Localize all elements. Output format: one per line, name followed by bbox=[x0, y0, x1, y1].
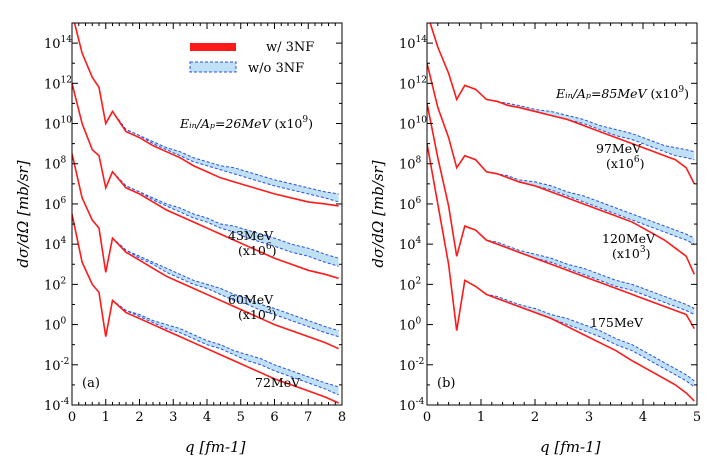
x-axis-label: q [fm-1] bbox=[540, 438, 601, 456]
band-lower-line-0 bbox=[74, 23, 339, 203]
band-without-3nf-2 bbox=[427, 103, 695, 315]
curve-with-3nf-1 bbox=[427, 63, 696, 275]
curve-label-0: Eᵢₙ/Aₚ=85MeV (x109) bbox=[555, 85, 689, 101]
panel-a: 0 1 2 3 4 5 6 7 8 10-4 10-2 100 102 104 106 108 1010 1012… bbox=[14, 22, 346, 456]
curve-with-3nf-0 bbox=[73, 23, 339, 207]
y-tick-label: 10-2 bbox=[399, 357, 424, 374]
y-tick-label: 10-4 bbox=[399, 397, 425, 414]
x-tick-label: 5 bbox=[237, 410, 245, 425]
y-tick-label: 1012 bbox=[399, 75, 427, 92]
x-tick-label: 0 bbox=[68, 410, 76, 425]
curve-label-1: 97MeV bbox=[596, 141, 642, 156]
legend-label-without-3nf: w/o 3NF bbox=[248, 61, 304, 76]
legend: w/ 3NF w/o 3NF bbox=[189, 40, 314, 76]
x-tick-label: 1 bbox=[477, 410, 485, 425]
band-lower-line-2 bbox=[72, 153, 339, 338]
x-tick-label: 8 bbox=[338, 410, 346, 425]
curve-with-3nf-2 bbox=[72, 153, 339, 350]
y-tick-label: 108 bbox=[399, 156, 422, 173]
legend-swatch-without-3nf bbox=[189, 61, 237, 73]
y-tick-label: 106 bbox=[399, 196, 422, 213]
y-tick-label: 1010 bbox=[44, 116, 72, 133]
panel-b: 0 1 2 3 4 5 10-4 10-2 100 102 104 106 108 1010 1012 101… bbox=[369, 22, 701, 456]
curve-label-0: Eᵢₙ/Aₚ=26MeV (x109) bbox=[179, 115, 313, 131]
band-lower-line-1 bbox=[72, 83, 339, 267]
y-tick-label: 106 bbox=[44, 196, 67, 213]
plot-frame bbox=[426, 22, 698, 406]
curve-label-3: 72MeV bbox=[255, 375, 301, 390]
curve-scale-2: (x103) bbox=[238, 306, 276, 322]
y-tick-label: 102 bbox=[399, 276, 421, 293]
y-axis-label: dσ/dΩ [mb/sr] bbox=[14, 160, 32, 267]
y-tick-label: 1010 bbox=[399, 116, 427, 133]
x-axis-label: q [fm-1] bbox=[185, 438, 246, 456]
y-tick-label: 104 bbox=[399, 236, 422, 253]
x-tick-label: 0 bbox=[423, 410, 431, 425]
x-tick-label: 2 bbox=[531, 410, 539, 425]
y-tick-label: 100 bbox=[44, 317, 67, 334]
x-tick-label: 4 bbox=[639, 410, 647, 425]
y-tick-label: 1014 bbox=[399, 35, 427, 52]
legend-label-with-3nf: w/ 3NF bbox=[266, 40, 314, 55]
curve-scale-1: (x106) bbox=[238, 242, 276, 258]
x-tick-label: 3 bbox=[169, 410, 177, 425]
x-tick-label: 2 bbox=[135, 410, 143, 425]
curve-label-2: 120MeV bbox=[602, 231, 656, 246]
y-tick-label: 104 bbox=[44, 236, 67, 253]
curve-with-3nf-2 bbox=[427, 103, 695, 329]
curves bbox=[427, 23, 696, 402]
x-tick-label: 7 bbox=[304, 410, 312, 425]
curve-with-3nf-0 bbox=[429, 23, 696, 185]
curve-scale-2: (x103) bbox=[612, 245, 650, 261]
band-upper-line-1 bbox=[72, 83, 339, 259]
curve-with-3nf-3 bbox=[427, 143, 695, 402]
y-tick-label: 1012 bbox=[44, 75, 72, 92]
band-upper-line-1 bbox=[427, 63, 695, 239]
x-tick-label: 6 bbox=[270, 410, 278, 425]
y-axis-label: dσ/dΩ [mb/sr] bbox=[369, 160, 387, 267]
curve-with-3nf-3 bbox=[72, 213, 339, 404]
curves bbox=[72, 23, 339, 404]
band-lower-line-2 bbox=[427, 103, 695, 315]
y-tick-label: 100 bbox=[399, 317, 422, 334]
panel-label: (a) bbox=[82, 376, 100, 391]
curve-scale-1: (x106) bbox=[606, 155, 644, 171]
x-tick-label: 5 bbox=[693, 410, 701, 425]
y-tick-label: 10-4 bbox=[44, 397, 70, 414]
y-tick-label: 10-2 bbox=[44, 357, 69, 374]
x-tick-label: 4 bbox=[203, 410, 211, 425]
plot-frame bbox=[71, 22, 343, 406]
curve-with-3nf-1 bbox=[72, 83, 339, 280]
y-tick-label: 102 bbox=[44, 276, 66, 293]
y-tick-label: 1014 bbox=[44, 35, 72, 52]
curve-label-3: 175MeV bbox=[590, 315, 644, 330]
panel-label: (b) bbox=[437, 376, 455, 391]
band-lower-line-1 bbox=[427, 63, 695, 245]
band-without-3nf-2 bbox=[72, 153, 339, 337]
curve-label-2: 60MeV bbox=[228, 292, 274, 307]
band-upper-line-2 bbox=[427, 103, 695, 309]
band-upper-line-0 bbox=[429, 23, 695, 153]
x-tick-label: 3 bbox=[585, 410, 593, 425]
x-tick-label: 1 bbox=[102, 410, 110, 425]
y-tick-label: 108 bbox=[44, 156, 67, 173]
curve-label-1: 43MeV bbox=[228, 228, 274, 243]
